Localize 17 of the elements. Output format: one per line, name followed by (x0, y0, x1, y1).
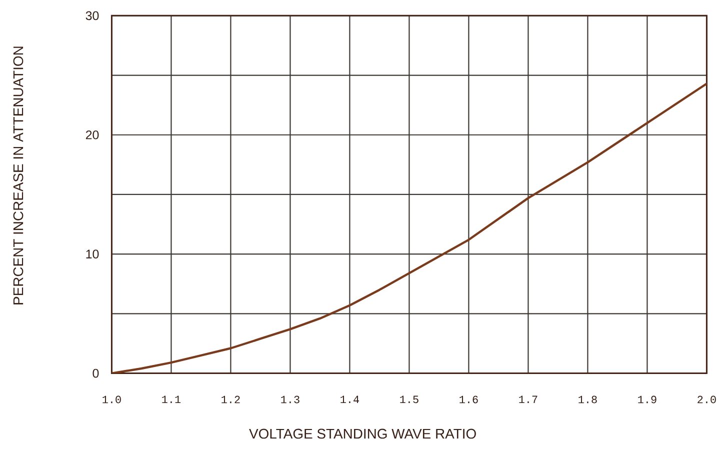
x-tick-label: 1.6 (460, 396, 478, 404)
x-tick-label: 1.3 (281, 396, 300, 404)
x-tick-label: 1.1 (162, 396, 181, 404)
x-tick-label: 1.8 (578, 396, 597, 404)
x-tick-label: 1.5 (400, 396, 418, 404)
y-axis-title: PERCENT INCREASE IN ATTENUATION (13, 46, 24, 304)
y-tick-label: 0 (92, 368, 99, 378)
y-tick-label: 10 (86, 250, 99, 258)
y-tick-label: 20 (86, 130, 99, 140)
x-tick-label: 2.0 (698, 396, 716, 404)
x-tick-label: 1.7 (519, 396, 538, 404)
y-tick-label: 30 (86, 11, 99, 20)
x-tick-label: 1.4 (340, 396, 360, 404)
x-tick-label: 1.2 (222, 396, 240, 404)
x-tick-label: 1.0 (102, 396, 121, 404)
x-axis-title: VOLTAGE STANDING WAVE RATIO (249, 428, 476, 439)
x-tick-label: 1.9 (638, 396, 656, 404)
